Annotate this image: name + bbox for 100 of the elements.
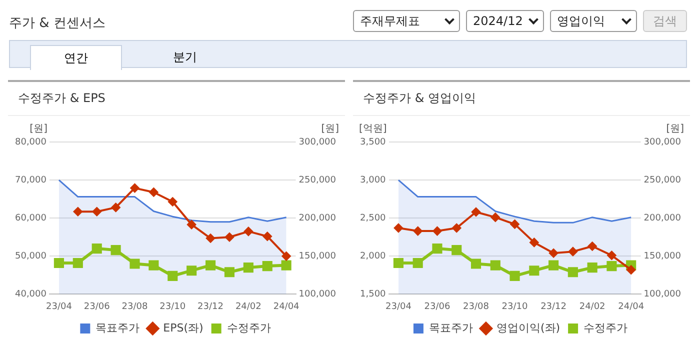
- point: [490, 260, 500, 270]
- point: [490, 212, 500, 222]
- y2-tick-label: 300,000: [644, 137, 682, 148]
- point: [206, 234, 216, 243]
- point: [111, 202, 120, 212]
- y-axis-title: [원]: [30, 124, 48, 135]
- point: [548, 260, 559, 270]
- y2-tick-label: 250,000: [644, 175, 682, 186]
- y-axis-title: [억원]: [358, 124, 387, 135]
- point: [394, 223, 403, 232]
- point: [626, 265, 636, 274]
- legend-label: 수정주가: [226, 321, 271, 334]
- point: [224, 232, 234, 242]
- chart-title: 수정주가 & 영업이익: [353, 82, 690, 116]
- point: [510, 220, 520, 229]
- point: [168, 197, 178, 206]
- point: [110, 245, 121, 256]
- point: [54, 258, 64, 268]
- text: 주가 & 컨센서스: [9, 15, 106, 32]
- legend-label: 영업이익(좌): [496, 321, 560, 334]
- x-tick-label: 24/04: [618, 302, 644, 312]
- x-tick-label: 23/12: [198, 302, 224, 312]
- point: [243, 262, 254, 273]
- text: 연간: [30, 45, 122, 70]
- point: [130, 184, 140, 193]
- point: [224, 267, 235, 278]
- point: [568, 247, 578, 256]
- point: [281, 260, 292, 270]
- legend-label: EPS(좌): [163, 321, 204, 334]
- point: [412, 258, 423, 268]
- y2-axis-title: [원]: [321, 124, 340, 135]
- point: [530, 238, 539, 247]
- point: [168, 270, 178, 281]
- y2-axis-title: [원]: [666, 124, 684, 135]
- text: 검색: [643, 10, 687, 32]
- point: [73, 207, 82, 216]
- y2-tick-label: 200,000: [644, 213, 682, 224]
- text: 주재무제표: [360, 12, 420, 30]
- x-tick-label: 23/06: [424, 302, 450, 312]
- point: [432, 226, 442, 236]
- point: [432, 244, 442, 254]
- point: [130, 258, 140, 269]
- y-tick-label: 50,000: [14, 251, 47, 262]
- point: [452, 223, 462, 232]
- point: [587, 262, 598, 273]
- point: [470, 258, 482, 269]
- x-tick-label: 23/10: [502, 302, 528, 312]
- y-tick-label: 40,000: [14, 290, 47, 300]
- point: [452, 245, 462, 256]
- y-tick-label: 60,000: [14, 213, 47, 224]
- y-tick-label: 2,000: [360, 251, 386, 262]
- y2-tick-label: 100,000: [644, 290, 682, 300]
- x-tick-label: 23/04: [46, 302, 72, 312]
- point: [282, 252, 291, 261]
- point: [393, 258, 404, 268]
- legend-label: 목표주가: [428, 321, 473, 334]
- point: [149, 188, 158, 197]
- legend-label: 목표주가: [96, 321, 140, 334]
- x-tick-label: 23/08: [122, 302, 148, 312]
- y2-tick-label: 250,000: [298, 175, 336, 186]
- x-tick-label: 24/04: [273, 302, 300, 312]
- point: [148, 260, 159, 270]
- point: [529, 266, 540, 276]
- x-tick-label: 24/02: [235, 302, 262, 312]
- point: [588, 242, 597, 251]
- x-tick-label: 23/10: [160, 302, 186, 312]
- y2-tick-label: 300,000: [298, 137, 336, 148]
- x-tick-label: 23/12: [540, 302, 567, 312]
- legend-label: 수정주가: [584, 321, 628, 334]
- y-tick-label: 1,500: [360, 290, 386, 300]
- y-tick-label: 70,000: [14, 175, 47, 186]
- y-tick-label: 3,500: [360, 137, 386, 148]
- point: [606, 261, 617, 272]
- chart-title: 수정주가 & EPS: [8, 82, 345, 116]
- point: [187, 220, 196, 230]
- text: 영업이익: [557, 12, 605, 30]
- point: [568, 267, 578, 278]
- y2-tick-label: 200,000: [298, 213, 336, 224]
- point: [205, 260, 216, 270]
- point: [472, 208, 480, 217]
- y2-tick-label: 150,000: [298, 251, 336, 262]
- x-tick-label: 24/02: [579, 302, 606, 312]
- point: [607, 250, 616, 260]
- text: 분기: [172, 48, 198, 66]
- point: [92, 207, 102, 216]
- x-tick-label: 23/04: [385, 302, 412, 312]
- point: [186, 266, 197, 276]
- y-tick-label: 3,000: [360, 175, 386, 186]
- point: [413, 226, 422, 236]
- text: 2024/12: [473, 14, 523, 28]
- y-tick-label: 2,500: [360, 213, 386, 224]
- point: [549, 248, 558, 258]
- point: [262, 261, 272, 272]
- point: [510, 270, 520, 281]
- point: [244, 226, 253, 236]
- point: [262, 232, 272, 241]
- x-tick-label: 23/08: [463, 302, 490, 312]
- y2-tick-label: 150,000: [644, 251, 682, 262]
- point: [92, 244, 102, 254]
- point: [72, 258, 83, 268]
